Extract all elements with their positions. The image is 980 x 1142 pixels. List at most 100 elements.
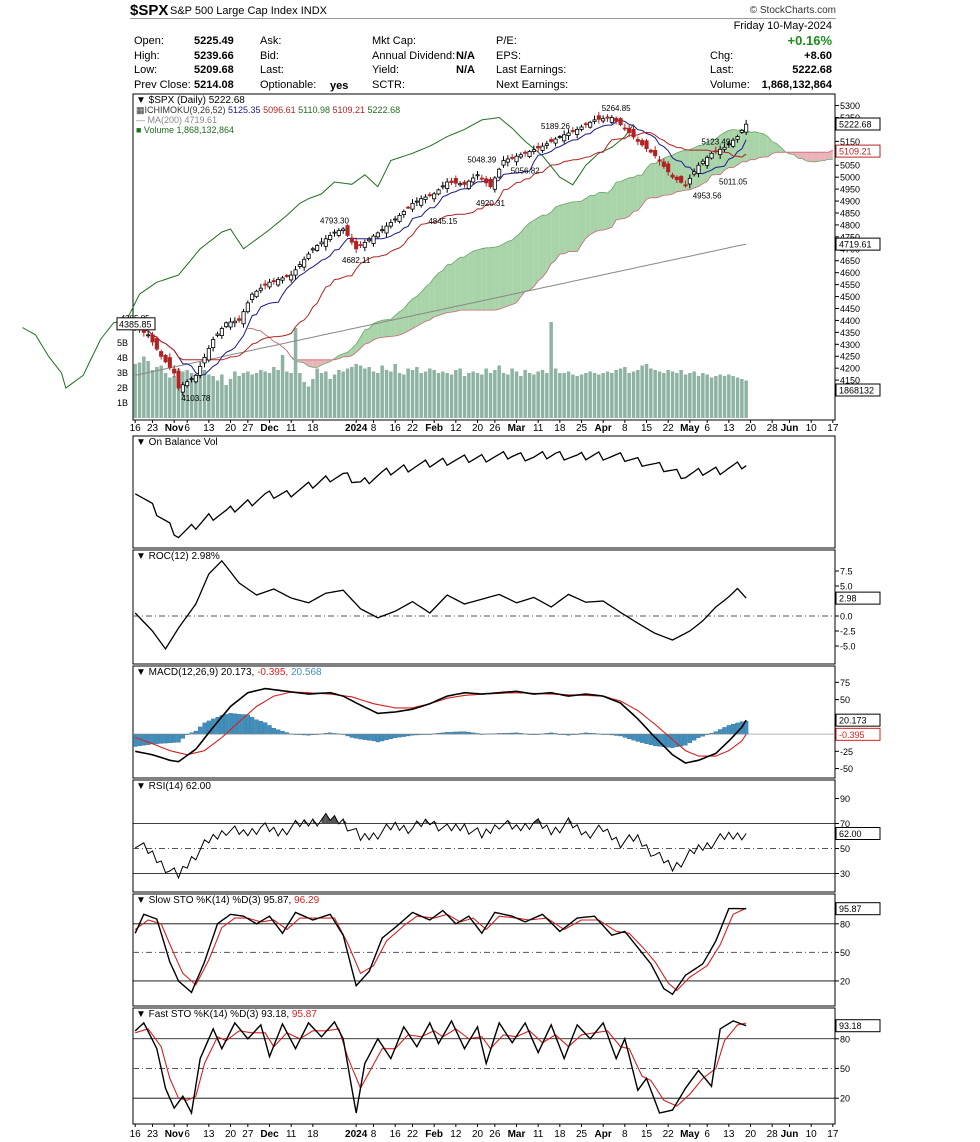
macd-histogram-bar xyxy=(635,733,640,742)
macd-badge-text: 20.173 xyxy=(839,716,867,726)
volume-bar xyxy=(202,370,207,418)
bottom-xtick-label: May xyxy=(680,1129,700,1140)
volume-bar xyxy=(150,370,155,418)
price-ytick-label: 5000 xyxy=(840,173,860,183)
rsi-panel-ytick-label: 70 xyxy=(840,819,850,829)
high-label: High: xyxy=(134,50,160,62)
ichimoku-cloud-segment xyxy=(616,181,621,220)
price-ytick-label: 4400 xyxy=(840,316,860,326)
candle-body xyxy=(436,189,441,195)
volume-bar xyxy=(475,373,480,418)
ichimoku-cloud-segment xyxy=(395,311,400,337)
price-xtick-label: 13 xyxy=(203,423,215,434)
price-badge-box xyxy=(835,117,881,131)
price-annotation: 4845.15 xyxy=(428,217,457,226)
ichimoku-cloud-segment xyxy=(819,152,825,161)
bottom-xtick-label: 10 xyxy=(806,1129,818,1140)
volume-bar xyxy=(705,374,709,418)
macd-panel-ytick-label: 75 xyxy=(840,678,850,688)
volume-bar xyxy=(311,379,315,418)
volume-bar xyxy=(237,376,241,418)
fast-sto-panel-badge-text: 93.18 xyxy=(839,1021,862,1031)
rsi-overbought-fill xyxy=(330,815,335,824)
volume-bar xyxy=(137,362,142,418)
candle-body xyxy=(718,148,723,156)
price-annotation: 5123.49 xyxy=(701,138,730,147)
volume-bar xyxy=(527,373,532,418)
candle-body xyxy=(661,161,666,167)
volume-bar xyxy=(683,374,688,418)
rsi-overbought-fill xyxy=(312,819,318,824)
volume-bar xyxy=(631,371,636,418)
volume-bar xyxy=(644,364,649,418)
volume-bar xyxy=(345,368,350,418)
volume-bar xyxy=(540,370,545,418)
ichimoku-cloud-segment xyxy=(477,248,482,311)
volume-bar xyxy=(207,374,211,418)
ichimoku-cloud-segment xyxy=(633,175,638,212)
volume-bar xyxy=(623,367,627,418)
roc-panel-frame xyxy=(132,549,836,665)
volume-bar xyxy=(419,373,423,418)
ichimoku-cloud-segment xyxy=(412,296,417,329)
price-badge-text: 4719.61 xyxy=(839,240,872,250)
ichimoku-cloud-segment xyxy=(568,201,573,252)
bottom-xtick-label: 17 xyxy=(827,1129,839,1140)
bottom-xtick-label: 20 xyxy=(472,1129,484,1140)
candle-body xyxy=(488,178,493,188)
volume-bar xyxy=(562,373,566,418)
chg-value: +8.60 xyxy=(804,50,832,62)
volume-bar xyxy=(670,371,675,418)
price-xtick-label: Mar xyxy=(508,423,526,434)
volume-bar xyxy=(224,385,228,418)
ichimoku-cloud-segment xyxy=(451,260,456,313)
copyright: © StockCharts.com xyxy=(749,5,836,16)
macd-histogram-bar xyxy=(696,733,701,738)
ichimoku-cloud-segment xyxy=(538,215,543,281)
volume-bar xyxy=(410,370,415,418)
ichimoku-cloud-segment xyxy=(490,247,495,311)
volume-tick-label: 2B xyxy=(117,383,128,393)
price-annotation: 5056.82 xyxy=(511,167,540,176)
candle-body xyxy=(349,237,354,243)
macd-histogram-bar xyxy=(462,731,467,735)
candle-body xyxy=(683,184,688,187)
candle-body xyxy=(267,281,272,288)
ichimoku-cloud-segment xyxy=(629,177,634,217)
volume-bar xyxy=(380,365,384,418)
yield-label: Yield: xyxy=(372,64,400,76)
macd-histogram-bar xyxy=(726,725,731,735)
candle-body xyxy=(241,311,246,325)
macd-histogram-bar xyxy=(406,733,411,737)
bottom-xtick-label: 25 xyxy=(576,1129,588,1140)
ichimoku-cloud-segment xyxy=(373,321,378,340)
candle-body xyxy=(263,283,268,286)
ichimoku-cloud-segment xyxy=(624,177,630,219)
ichimoku-cloud-segment xyxy=(507,239,513,307)
bottom-xtick-label: 27 xyxy=(242,1129,254,1140)
ichimoku-cloud-segment xyxy=(559,204,565,254)
volume-bar xyxy=(432,370,436,418)
price-annotation: 4793.30 xyxy=(320,217,349,226)
volume-bar xyxy=(194,374,198,418)
volume-tick-label: 1B xyxy=(117,398,128,408)
price-ytick-label: 4500 xyxy=(840,292,860,302)
volume-bar xyxy=(172,376,176,418)
candle-body xyxy=(154,338,159,350)
price-xtick-label: May xyxy=(680,423,700,434)
macd-histogram-bar xyxy=(154,733,159,744)
quote-box: Open: 5225.49 High: 5239.66 Low: 5209.68… xyxy=(130,18,836,95)
ma-legend: — MA(200) 4719.61 xyxy=(136,115,217,125)
bottom-xtick-label: 20 xyxy=(745,1129,757,1140)
ichimoku-cloud-segment xyxy=(455,257,461,312)
macd-histogram-bar xyxy=(631,733,636,741)
candle-body xyxy=(414,200,419,203)
quote-date: Friday 10-May-2024 xyxy=(733,20,832,32)
high-value: 5239.66 xyxy=(194,50,234,62)
candle-body xyxy=(358,244,363,247)
volume-legend: ■ Volume 1,868,132,864 xyxy=(136,125,234,135)
volume-bar xyxy=(553,368,558,418)
macd-histogram-bar xyxy=(167,733,172,743)
candle-body xyxy=(596,115,601,120)
volume-bar xyxy=(189,373,194,418)
